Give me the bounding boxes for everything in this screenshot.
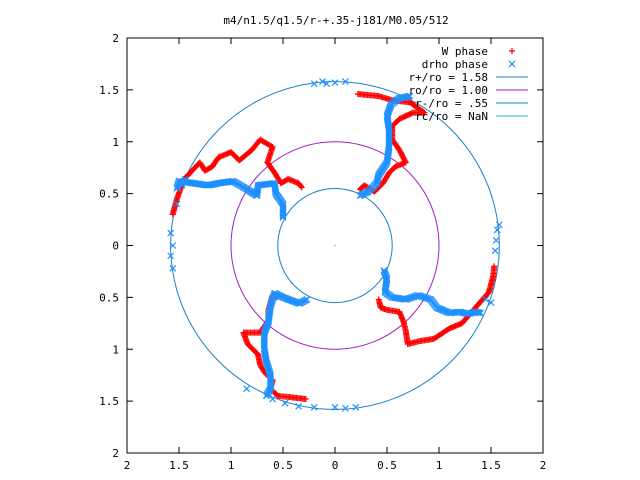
x-tick-label: 2	[124, 459, 131, 472]
drho-phase-point	[169, 242, 177, 249]
x-tick-label: 1	[228, 459, 235, 472]
drho-phase-point	[167, 252, 175, 260]
drho-phase-point	[341, 78, 349, 85]
w-phase-series	[169, 91, 498, 403]
legend-label: W phase	[442, 45, 488, 58]
drho-phase-point	[352, 403, 360, 411]
drho-phase-point	[475, 309, 483, 317]
reference-circles	[170, 81, 500, 410]
data-markers	[167, 78, 503, 412]
y-tick-label: 1	[112, 136, 119, 149]
y-tick-label: 1	[112, 343, 119, 356]
drho-phase-point	[487, 299, 495, 306]
drho-phase-point	[262, 392, 270, 400]
drho-phase-point	[173, 185, 181, 192]
drho-phase-point	[178, 181, 186, 189]
drho-phase-point	[508, 60, 516, 68]
drho-phase-point	[243, 385, 251, 393]
w-phase-point	[302, 396, 309, 403]
drho-phase-point	[331, 403, 339, 411]
drho-phase-point	[310, 80, 318, 88]
drho-phase-point	[323, 80, 331, 88]
x-tick-label: 0.5	[377, 459, 397, 472]
drho-phase-point	[474, 308, 482, 316]
y-tick-label: 1.5	[99, 84, 119, 97]
drho-phase-point	[495, 221, 503, 229]
drho-phase-point	[169, 264, 177, 272]
y-tick-label: 1.5	[99, 395, 119, 408]
y-tick-label: 0.5	[99, 188, 119, 201]
y-tick-label: 2	[112, 447, 119, 460]
drho-phase-point	[403, 93, 411, 101]
legend-label: r-/ro = .55	[415, 97, 488, 110]
y-tick-label: 0	[112, 240, 119, 253]
drho-phase-point	[331, 79, 339, 87]
legend-label: rc/ro = NaN	[415, 110, 488, 123]
drho-phase-point	[281, 399, 289, 407]
drho-phase-point	[491, 247, 499, 255]
w-phase-point	[169, 211, 176, 218]
drho-phase-point	[295, 402, 303, 410]
drho-phase-point	[173, 183, 181, 191]
y-tick-label: 0.5	[99, 291, 119, 304]
x-tick-label: 1	[436, 459, 443, 472]
drho-phase-point	[181, 175, 189, 183]
chart-title: m4/n1.5/q1.5/r-+.35-j181/M0.05/512	[223, 14, 448, 27]
legend-label: r+/ro = 1.58	[409, 71, 488, 84]
drho-phase-point	[477, 309, 485, 317]
y-tick-label: 2	[112, 32, 119, 45]
x-tick-label: 0	[332, 459, 339, 472]
w-phase-point	[509, 48, 515, 54]
axis-ticks: 2 1.5 1 0.5 0 0.5 1 1.5 221.510.500.511.52	[99, 32, 546, 472]
x-tick-label: 1.5	[169, 459, 189, 472]
w-phase-point	[491, 263, 498, 270]
center-point	[334, 244, 336, 247]
drho-phase-point	[341, 404, 349, 412]
circle-roro	[230, 141, 440, 350]
drho-phase-point	[406, 92, 414, 100]
circle-r+ro	[170, 81, 500, 410]
drho-phase-point	[492, 236, 500, 244]
circle-r-ro	[277, 187, 393, 304]
drho-phase-point	[310, 403, 318, 411]
legend-label: ro/ro = 1.00	[409, 84, 488, 97]
drho-phase-point	[493, 226, 501, 234]
drho-phase-point	[405, 92, 413, 100]
x-tick-label: 0.5	[273, 459, 293, 472]
drho-phase-point	[167, 229, 175, 237]
x-tick-label: 2	[540, 459, 547, 472]
w-phase-point	[354, 91, 361, 98]
drho-phase-series	[167, 78, 503, 412]
drho-phase-point	[173, 200, 181, 208]
drho-phase-point	[482, 296, 490, 303]
legend-label: drho phase	[422, 58, 488, 71]
drho-phase-point	[269, 395, 277, 403]
drho-phase-point	[319, 78, 326, 85]
x-tick-label: 1.5	[481, 459, 501, 472]
